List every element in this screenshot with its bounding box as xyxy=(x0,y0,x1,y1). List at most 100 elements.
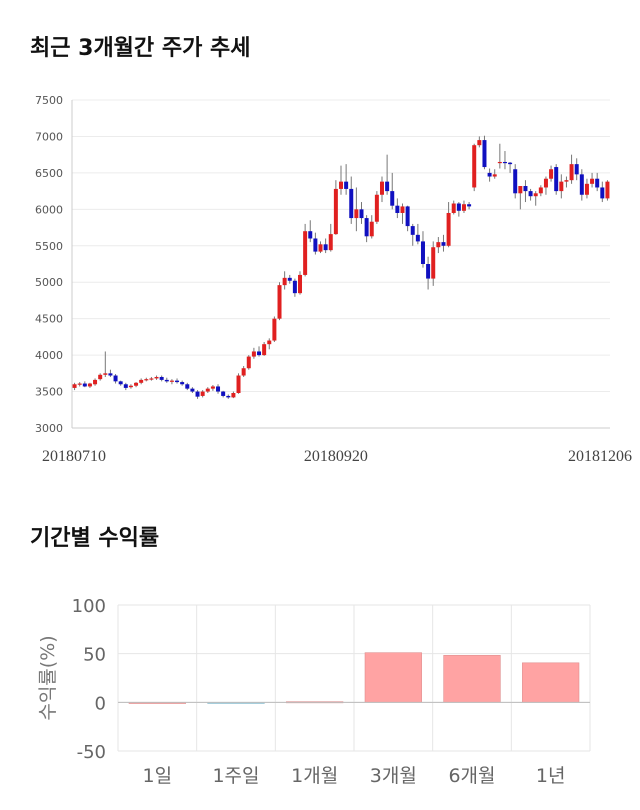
y-tick-label: 3000 xyxy=(35,422,63,435)
candle-body xyxy=(564,180,569,182)
candle-body xyxy=(231,393,236,398)
candle-body xyxy=(369,221,374,237)
candle-body xyxy=(420,241,425,264)
candle-body xyxy=(272,318,277,341)
candle-body xyxy=(405,206,410,227)
candle-body xyxy=(303,231,308,275)
candle-body xyxy=(390,191,395,206)
y-tick-label: 0 xyxy=(95,693,106,714)
candle-body xyxy=(508,162,513,165)
candle-body xyxy=(492,174,497,177)
y-tick-label: 5500 xyxy=(35,240,63,253)
y-axis-label: 수익률(%) xyxy=(37,635,59,720)
candle-body xyxy=(441,242,446,246)
candle-body xyxy=(349,188,354,219)
candle-body xyxy=(477,140,482,146)
candle-body xyxy=(267,340,272,345)
candle-body xyxy=(323,244,328,251)
candle-body xyxy=(528,191,533,197)
candle-body xyxy=(472,145,477,188)
candle-body xyxy=(426,264,431,279)
candle-body xyxy=(139,379,144,383)
x-tick-label: 20181206 xyxy=(568,448,632,465)
y-tick-label: 4500 xyxy=(35,313,63,326)
candle-body xyxy=(569,164,574,181)
candle-body xyxy=(251,351,256,357)
candle-body xyxy=(287,277,292,281)
candle-body xyxy=(236,375,241,394)
candle-body xyxy=(175,380,180,383)
candle-body xyxy=(549,169,554,179)
candle-body xyxy=(221,391,226,396)
candle-body xyxy=(379,181,384,195)
candle-body xyxy=(195,391,200,397)
x-tick-label: 20180920 xyxy=(304,448,368,465)
y-tick-label: 4000 xyxy=(35,349,63,362)
returns-chart-title: 기간별 수익률 xyxy=(30,526,160,551)
candle-body xyxy=(559,181,564,192)
candle-body xyxy=(461,204,466,211)
candle-body xyxy=(451,203,456,213)
candle-body xyxy=(538,187,543,194)
return-bar xyxy=(443,655,501,703)
category-label: 1개월 xyxy=(291,765,338,787)
candle-body xyxy=(154,376,159,379)
candle-body xyxy=(374,194,379,222)
candle-body xyxy=(308,231,313,239)
candle-body xyxy=(93,379,98,385)
returns-bar-chart: -50 0 50 100 1일 1주일 1개월 3개월 6개월 1년 수익률(%) xyxy=(37,596,591,787)
y-tick-label: 7000 xyxy=(35,130,63,143)
candle-body xyxy=(328,234,333,251)
y-tick-label: 7500 xyxy=(35,94,63,107)
candle-body xyxy=(359,209,364,219)
candle-body xyxy=(456,203,461,211)
candle-body xyxy=(482,140,487,168)
candle-body xyxy=(246,356,251,369)
candle-body xyxy=(395,205,400,213)
candle-body xyxy=(318,244,323,252)
y-tick-label: -50 xyxy=(77,742,106,763)
candle-body xyxy=(605,181,610,199)
candle-body xyxy=(169,380,174,382)
price-chart-title: 최근 3개월간 주가 추세 xyxy=(30,36,251,61)
candle-body xyxy=(364,218,369,237)
candle-body xyxy=(257,351,262,356)
candle-body xyxy=(554,167,559,192)
candle-body xyxy=(164,379,169,382)
candle-body xyxy=(190,388,195,392)
candle-body xyxy=(200,391,205,396)
candle-body xyxy=(543,178,548,188)
candle-body xyxy=(533,193,538,197)
candle-body xyxy=(502,161,507,164)
candle-body xyxy=(415,234,420,242)
return-bar xyxy=(364,652,422,703)
candle-body xyxy=(513,169,518,194)
candle-body xyxy=(431,247,436,279)
candle-body xyxy=(410,226,415,235)
candle-body xyxy=(446,212,451,246)
candle-body xyxy=(600,187,605,199)
candle-body xyxy=(87,383,92,387)
candle-body xyxy=(579,174,584,195)
category-label: 6개월 xyxy=(448,765,495,787)
candle-body xyxy=(82,383,87,387)
candle-body xyxy=(103,373,108,375)
candle-body xyxy=(400,206,405,213)
candle-body xyxy=(339,181,343,189)
candle-body xyxy=(354,209,359,219)
candle-body xyxy=(123,384,128,388)
candle-body xyxy=(118,381,123,385)
candle-body xyxy=(584,183,589,195)
candle-body xyxy=(210,386,215,389)
y-tick-label: 6500 xyxy=(35,167,63,180)
candle-body xyxy=(144,379,149,381)
candle-body xyxy=(262,344,267,356)
candle-body xyxy=(216,386,221,392)
candle-body xyxy=(134,382,139,386)
candle-body xyxy=(574,164,579,175)
candle-body xyxy=(385,181,390,192)
category-label: 1주일 xyxy=(212,765,259,787)
candle-body xyxy=(128,385,133,388)
candle-body xyxy=(595,178,600,188)
candle-body xyxy=(518,186,523,194)
